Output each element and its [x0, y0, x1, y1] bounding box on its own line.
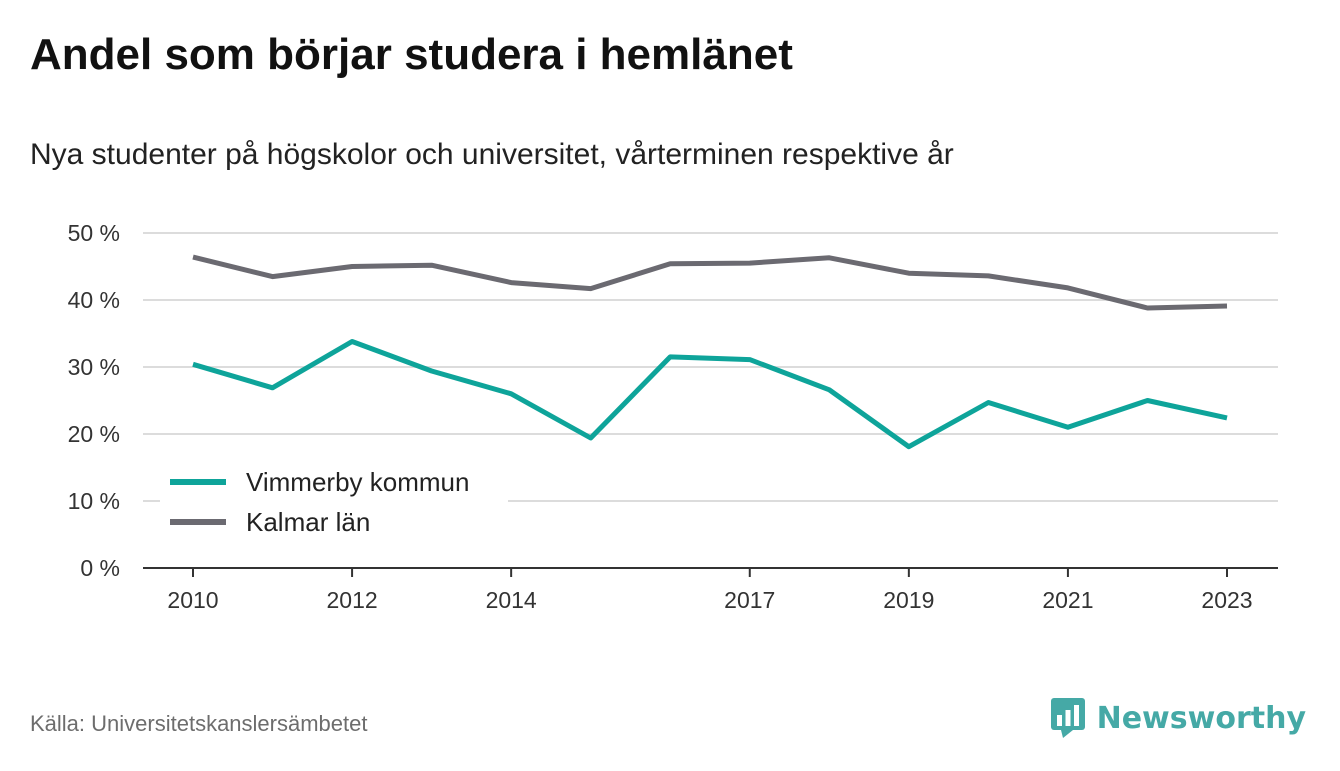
brand-name: Newsworthy: [1096, 700, 1306, 736]
x-tick-label: 2010: [167, 587, 218, 613]
legend-label: Vimmerby kommun: [246, 467, 469, 497]
y-tick-label: 50 %: [68, 220, 120, 246]
x-tick-label: 2021: [1042, 587, 1093, 613]
newsworthy-logo: Newsworthy: [1050, 698, 1306, 738]
x-axis: 2010 2012 2014 2017 2019 2021 2023: [143, 567, 1278, 613]
source-note: Källa: Universitetskanslersämbetet: [30, 711, 368, 736]
chart-subtitle: Nya studenter på högskolor och universit…: [30, 138, 954, 171]
y-tick-label: 0 %: [80, 555, 120, 581]
x-tick-label: 2012: [326, 587, 377, 613]
legend-background: [160, 458, 508, 550]
bar-chart-speech-bubble-icon: [1050, 698, 1085, 738]
y-tick-label: 10 %: [68, 488, 120, 514]
series-line-vimmerby-kommun: [192, 339, 1228, 450]
gridlines: [143, 232, 1278, 502]
x-tick-label: 2023: [1201, 587, 1252, 613]
x-tick-label: 2014: [486, 587, 537, 613]
line-chart: 0 % 10 % 20 % 30 % 40 % 50 % 2010 2012 2014 2017…: [68, 220, 1278, 613]
x-tick-label: 2019: [883, 587, 934, 613]
y-tick-label: 30 %: [68, 354, 120, 380]
y-axis-tick-labels: 0 % 10 % 20 % 30 % 40 % 50 %: [68, 220, 120, 581]
legend: Vimmerby kommun Kalmar län: [160, 458, 508, 550]
y-tick-label: 40 %: [68, 287, 120, 313]
series-line-kalmar-l-n: [192, 254, 1228, 311]
x-tick-label: 2017: [724, 587, 775, 613]
legend-label: Kalmar län: [246, 507, 370, 537]
y-tick-label: 20 %: [68, 421, 120, 447]
chart-title: Andel som börjar studera i hemlänet: [30, 30, 793, 79]
series-lines: [192, 254, 1228, 450]
